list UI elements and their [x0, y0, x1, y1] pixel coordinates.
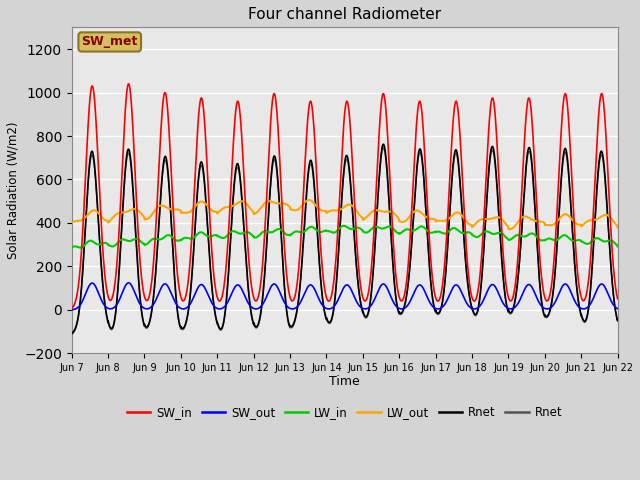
X-axis label: Time: Time: [329, 374, 360, 387]
Title: Four channel Radiometer: Four channel Radiometer: [248, 7, 441, 22]
Legend: SW_in, SW_out, LW_in, LW_out, Rnet, Rnet: SW_in, SW_out, LW_in, LW_out, Rnet, Rnet: [122, 402, 567, 424]
Y-axis label: Solar Radiation (W/m2): Solar Radiation (W/m2): [7, 121, 20, 259]
Text: SW_met: SW_met: [81, 36, 138, 48]
